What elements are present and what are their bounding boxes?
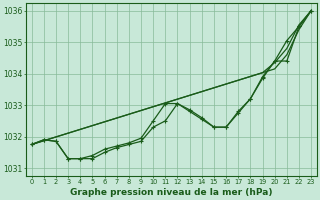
X-axis label: Graphe pression niveau de la mer (hPa): Graphe pression niveau de la mer (hPa)	[70, 188, 273, 197]
